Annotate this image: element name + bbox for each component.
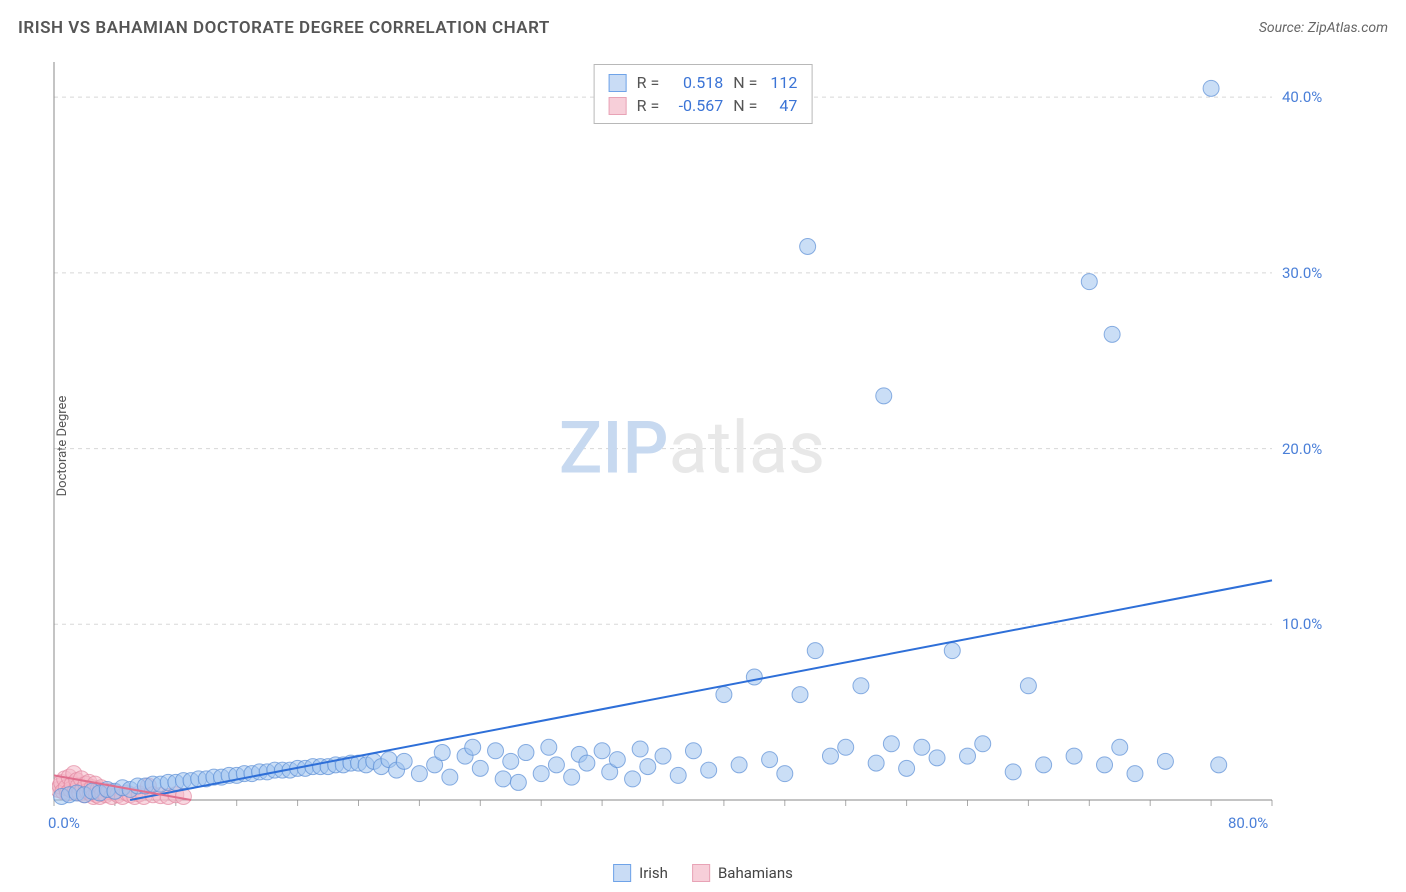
y-tick-label: 40.0% xyxy=(1282,88,1322,106)
stats-n-label-2: N = xyxy=(733,96,757,115)
chart-header: IRISH VS BAHAMIAN DOCTORATE DEGREE CORRE… xyxy=(18,18,1388,38)
legend-swatch-bahamians xyxy=(692,864,710,882)
y-tick-label: 20.0% xyxy=(1282,440,1322,458)
legend-item-bahamians: Bahamians xyxy=(692,864,793,882)
stats-r-value-1: 0.518 xyxy=(669,73,723,92)
y-tick-label: 30.0% xyxy=(1282,264,1322,282)
scatter-chart-svg xyxy=(52,58,1332,818)
stats-row-irish: R = 0.518 N = 112 xyxy=(609,71,798,94)
stats-r-label-2: R = xyxy=(637,96,660,115)
stats-n-value-1: 112 xyxy=(767,73,797,92)
stats-r-value-2: -0.567 xyxy=(669,96,723,115)
legend-label-irish: Irish xyxy=(639,864,668,882)
chart-source: Source: ZipAtlas.com xyxy=(1259,20,1388,36)
y-tick-label: 10.0% xyxy=(1282,615,1322,633)
bottom-legend: Irish Bahamians xyxy=(613,864,793,882)
legend-label-bahamians: Bahamians xyxy=(718,864,793,882)
stats-n-value-2: 47 xyxy=(767,96,797,115)
chart-area: ZIPatlas xyxy=(52,58,1332,818)
stats-swatch-irish xyxy=(609,74,627,92)
chart-title: IRISH VS BAHAMIAN DOCTORATE DEGREE CORRE… xyxy=(18,18,550,38)
legend-swatch-irish xyxy=(613,864,631,882)
stats-n-label-1: N = xyxy=(733,73,757,92)
stats-swatch-bahamians xyxy=(609,97,627,115)
x-tick-label: 0.0% xyxy=(48,814,80,832)
legend-item-irish: Irish xyxy=(613,864,668,882)
stats-row-bahamians: R = -0.567 N = 47 xyxy=(609,94,798,117)
correlation-stats-box: R = 0.518 N = 112 R = -0.567 N = 47 xyxy=(594,64,813,124)
x-tick-label: 80.0% xyxy=(1228,814,1268,832)
stats-r-label-1: R = xyxy=(637,73,660,92)
